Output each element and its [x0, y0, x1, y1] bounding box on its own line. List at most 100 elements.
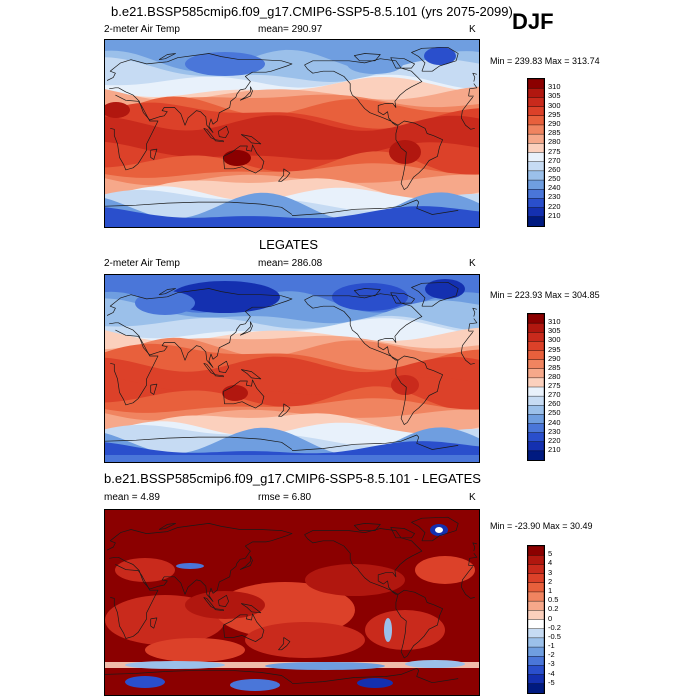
colorbar-tick-label: 230: [548, 192, 561, 202]
coastline-segment: [240, 134, 262, 145]
coastline-segment: [395, 589, 443, 659]
coastline-segment: [278, 637, 291, 651]
coastline-segment: [278, 403, 291, 417]
coastline-segment: [214, 608, 224, 612]
panel-2-left-label: 2-meter Air Temp: [104, 258, 180, 269]
coastline-segment: [390, 292, 415, 304]
colorbar-swatch: [528, 133, 544, 145]
colorbar-swatch: [528, 619, 544, 630]
panel-1-minmax: Min = 239.83 Max = 313.74: [490, 56, 600, 66]
hot-region: [391, 375, 419, 395]
colorbar-tick-label: 310: [548, 82, 561, 92]
colorbar-tick-label: 300: [548, 100, 561, 110]
season-label: DJF: [512, 9, 554, 34]
colorbar-swatch: [528, 161, 544, 172]
colorbar-tick-label: 295: [548, 109, 561, 119]
colorbar-tick-label: 240: [548, 417, 561, 427]
colorbar-tick-label: -5: [548, 677, 555, 687]
hot-region: [222, 385, 248, 401]
cold-bias-region: [176, 563, 204, 569]
cold-bias-region: [230, 679, 280, 691]
colorbar-swatch: [528, 582, 544, 593]
coastline-segment: [214, 374, 224, 378]
coastline-segment: [158, 523, 176, 530]
coastline-segment: [390, 57, 415, 69]
coastline-segment: [460, 352, 475, 365]
coastline-segment: [223, 144, 265, 174]
coastline-segment: [411, 516, 459, 542]
colorbar-swatch: [528, 414, 544, 425]
warm-bias-region: [245, 622, 365, 658]
colorbar-swatch: [528, 610, 544, 621]
coastline-segment: [105, 669, 293, 683]
coastline-segment: [304, 293, 423, 361]
colorbar-swatch: [528, 216, 544, 226]
coastline-segment: [472, 307, 477, 317]
colorbar-tick-label: 280: [548, 371, 561, 381]
colorbar-swatch: [528, 314, 544, 324]
colorbar-swatch: [528, 564, 544, 575]
panel-1-colorbar: [527, 78, 545, 227]
coastline-segment: [353, 53, 381, 62]
coastline-segment: [239, 555, 253, 570]
coastline-segment: [460, 331, 474, 353]
colorbar-tick-label: 0.2: [548, 604, 559, 614]
coastline-segment: [105, 436, 293, 450]
coastline-segment: [106, 53, 293, 133]
colorbar-swatch: [528, 591, 544, 602]
colorbar-tick-label: 1: [548, 585, 553, 595]
coastline-segment: [472, 72, 477, 82]
panel-3-left-label: mean = 4.89: [104, 492, 160, 503]
colorbar-swatch: [528, 115, 544, 126]
cold-bias-region: [125, 661, 225, 669]
panel-3-minmax: Min = -23.90 Max = 30.49: [490, 521, 593, 531]
panel-1-center-label: mean= 290.97: [258, 24, 323, 35]
coastline-segment: [278, 168, 291, 182]
coastline-segment: [460, 586, 475, 599]
warm-bias-region: [115, 558, 175, 582]
coastline-segment: [468, 552, 478, 566]
colorbar-tick-label: 295: [548, 344, 561, 354]
colorbar-swatch: [528, 441, 544, 452]
colorbar-tick-label: 285: [548, 128, 561, 138]
hot-region: [223, 150, 251, 166]
colorbar-tick-label: 5: [548, 549, 553, 559]
coastline-segment: [106, 523, 293, 602]
warm-bias-region: [305, 564, 405, 596]
panel-1-units: K: [469, 24, 476, 35]
warm-bias-region: [365, 610, 445, 650]
colorbar-swatch: [528, 124, 544, 135]
colorbar-tick-label: 290: [548, 118, 561, 128]
panel-1-map: [104, 39, 480, 228]
colorbar-swatch: [528, 386, 544, 397]
hot-region: [389, 140, 421, 164]
colorbar-swatch: [528, 152, 544, 163]
panel-3-map: [104, 509, 480, 696]
colorbar-tick-label: -0.2: [548, 622, 561, 632]
field-bands: [105, 40, 479, 227]
hot-region: [105, 102, 130, 118]
colorbar-tick-label: 3: [548, 567, 553, 577]
colorbar-swatch: [528, 332, 544, 343]
colorbar-swatch: [528, 97, 544, 108]
coastline-segment: [158, 53, 176, 61]
colorbar-swatch: [528, 341, 544, 352]
coastline-segment: [304, 528, 423, 595]
cold-region: [105, 218, 479, 227]
colorbar-tick-label: 310: [548, 317, 561, 327]
coastline-segment: [214, 139, 224, 143]
coastline-segment: [106, 288, 293, 368]
colorbar-tick-label: 280: [548, 137, 561, 147]
cold-region: [170, 281, 280, 313]
coastline-segment: [150, 383, 158, 395]
coastline-segment: [110, 329, 159, 406]
colorbar-tick-label: -0.5: [548, 631, 561, 641]
colorbar-swatch: [528, 600, 544, 612]
coastline-segment: [353, 523, 381, 531]
colorbar-tick-label: 270: [548, 390, 561, 400]
coastline-segment: [460, 117, 475, 130]
colorbar-swatch: [528, 450, 544, 460]
colorbar-tick-label: 230: [548, 426, 561, 436]
colorbar-tick-label: 300: [548, 335, 561, 345]
coastline-segment: [353, 288, 381, 297]
